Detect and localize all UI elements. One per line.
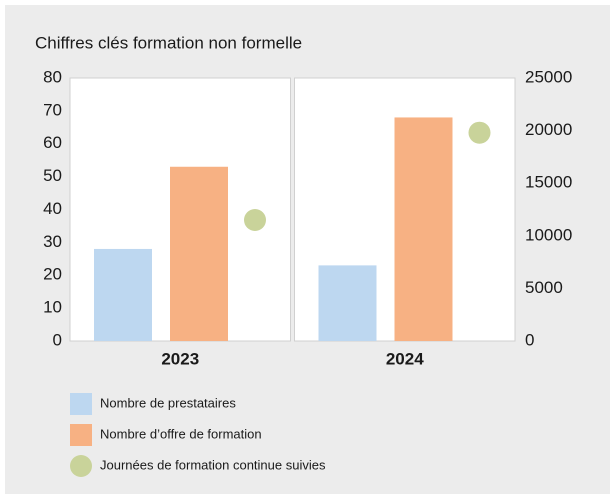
y-tick-label: 0 <box>53 330 62 349</box>
dot <box>244 209 266 232</box>
y-tick-label: 60 <box>43 133 62 152</box>
legend-label: Nombre de prestataires <box>100 395 236 410</box>
x-tick-label: 2023 <box>161 349 199 368</box>
bar <box>318 265 377 341</box>
y-tick-label: 70 <box>43 100 62 119</box>
y2-tick-label: 5000 <box>525 278 563 297</box>
legend-swatch <box>70 424 92 446</box>
y-tick-label: 10 <box>43 298 62 317</box>
legend-label: Journées de formation continue suivies <box>100 457 326 472</box>
y2-tick-label: 15000 <box>525 173 572 192</box>
legend-swatch <box>70 393 92 415</box>
y-tick-label: 80 <box>43 67 62 86</box>
chart-title: Chiffres clés formation non formelle <box>35 33 302 52</box>
bar <box>394 117 453 341</box>
y2-tick-label: 10000 <box>525 225 572 244</box>
bar <box>94 248 152 341</box>
y-tick-label: 30 <box>43 232 62 251</box>
legend-label: Nombre d’offre de formation <box>100 426 262 441</box>
y-tick-label: 40 <box>43 199 62 218</box>
dot <box>468 121 491 144</box>
legend-swatch <box>70 455 92 477</box>
bar <box>170 166 228 341</box>
y2-tick-label: 0 <box>525 330 534 349</box>
y2-tick-label: 20000 <box>525 120 572 139</box>
x-tick-label: 2024 <box>386 349 424 368</box>
y-tick-label: 50 <box>43 166 62 185</box>
y2-tick-label: 25000 <box>525 67 572 86</box>
y-tick-label: 20 <box>43 265 62 284</box>
